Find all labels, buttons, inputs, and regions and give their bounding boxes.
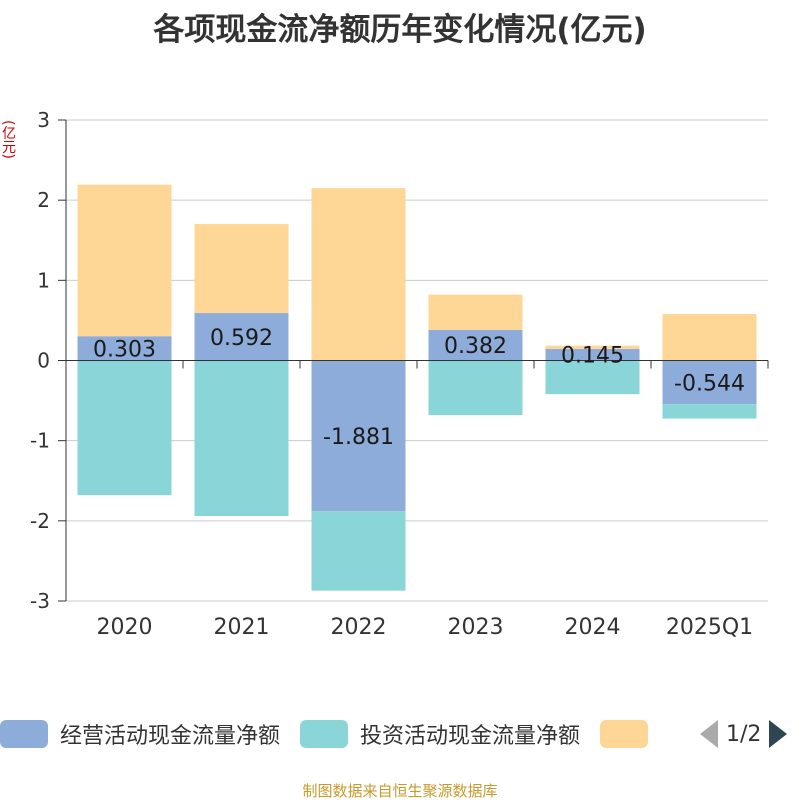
bar-2020-series-2 xyxy=(77,360,172,496)
legend: 经营活动现金流量净额 投资活动现金流量净额 xyxy=(0,716,680,752)
next-page-icon[interactable] xyxy=(769,720,788,748)
y-tick-label: -2 xyxy=(30,509,50,533)
bar-2021-series-3 xyxy=(194,224,289,314)
bar-2025Q1-series-1 xyxy=(662,360,757,405)
x-tick-label: 2021 xyxy=(214,615,270,640)
chart-title: 各项现金流净额历年变化情况(亿元) xyxy=(153,12,647,48)
bar-2022-series-2 xyxy=(311,511,406,591)
previous-page-icon[interactable] xyxy=(700,720,718,748)
bar-2025Q1-series-3 xyxy=(662,314,757,361)
y-axis-unit-label: (亿元) xyxy=(0,120,16,159)
legend-label-operating: 经营活动现金流量净额 xyxy=(60,724,281,749)
legend-label-investing: 投资活动现金流量净额 xyxy=(360,724,581,749)
y-tick-label: -3 xyxy=(30,589,50,613)
data-label: 0.382 xyxy=(444,334,507,359)
y-tick-label: 0 xyxy=(37,349,50,373)
y-tick-label: 1 xyxy=(37,268,50,292)
data-label: 0.303 xyxy=(93,337,156,362)
legend-swatch-investing xyxy=(300,720,349,748)
bar-2024-series-3 xyxy=(545,345,640,349)
y-tick-label: 2 xyxy=(37,188,50,212)
bar-2020-series-1 xyxy=(77,336,172,361)
data-label: 0.592 xyxy=(210,326,273,351)
x-tick-label: 2023 xyxy=(448,615,504,640)
x-tick-label: 2020 xyxy=(97,615,153,640)
y-tick-label: 3 xyxy=(37,108,50,132)
bar-chart: 3 2 1 0 -1 -2 -3 0.303 0.592 -1.881 0.382 0.145 -0.5… xyxy=(30,108,769,640)
bar-2022-series-1 xyxy=(311,360,406,512)
bar-2021-series-1 xyxy=(194,313,289,361)
x-tick-label: 2025Q1 xyxy=(666,615,753,640)
bar-2023-series-3 xyxy=(428,294,523,330)
data-label: -0.544 xyxy=(674,371,745,396)
legend-swatch-operating xyxy=(0,720,48,748)
bar-2024-series-1 xyxy=(545,348,640,361)
bar-2020-series-3 xyxy=(77,184,172,337)
data-source-note: 制图数据来自恒生聚源数据库 xyxy=(302,782,498,800)
legend-item-operating[interactable]: 经营活动现金流量净额 xyxy=(0,718,280,750)
bar-2024-series-2 xyxy=(545,360,640,395)
bar-2025Q1-series-2 xyxy=(662,404,757,419)
legend-swatch-third xyxy=(600,720,649,748)
legend-item-third[interactable] xyxy=(600,720,660,748)
x-tick-label: 2022 xyxy=(331,615,387,640)
data-label: 0.145 xyxy=(561,344,624,369)
legend-page-indicator: 1/2 xyxy=(726,721,762,747)
bar-2022-series-3 xyxy=(311,188,406,361)
bar-2021-series-2 xyxy=(194,360,289,517)
y-tick-label: -1 xyxy=(30,429,50,453)
legend-pager: 1/2 xyxy=(700,718,788,750)
bar-2023-series-2 xyxy=(428,360,523,416)
x-tick-label: 2024 xyxy=(565,615,621,640)
legend-item-investing[interactable]: 投资活动现金流量净额 xyxy=(300,718,580,750)
bar-2023-series-1 xyxy=(428,329,523,361)
data-label: -1.881 xyxy=(323,425,394,450)
